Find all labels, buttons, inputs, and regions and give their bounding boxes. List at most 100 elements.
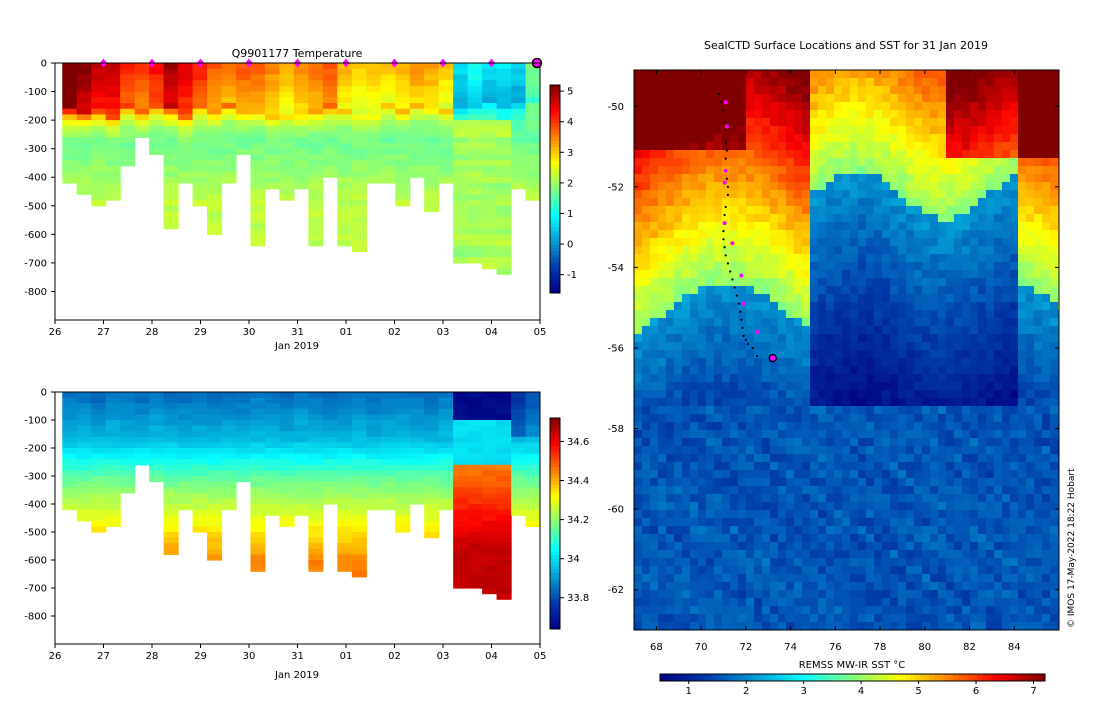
sst-cell	[1002, 446, 1011, 455]
sst-cell	[954, 294, 963, 303]
sst-cell	[970, 94, 979, 103]
profile-cell	[482, 166, 497, 172]
sst-cell	[970, 214, 979, 223]
profile-cell	[164, 403, 179, 409]
sst-cell	[994, 166, 1003, 175]
profile-cell	[526, 92, 541, 98]
profile-cell	[395, 92, 410, 98]
profile-cell	[453, 217, 468, 223]
profile-cell	[511, 510, 526, 516]
sst-cell	[706, 350, 715, 359]
profile-cell	[424, 465, 439, 471]
sst-cell	[690, 414, 699, 423]
colorbar-segment	[550, 562, 560, 566]
sst-cell	[1042, 182, 1051, 191]
profile-cell	[91, 403, 106, 409]
sst-cell	[642, 262, 651, 271]
sst-cell	[786, 166, 795, 175]
sst-cell	[674, 78, 683, 87]
sst-cell	[810, 334, 819, 343]
sst-cell	[842, 182, 851, 191]
sst-cell	[642, 174, 651, 183]
sst-cell	[898, 454, 907, 463]
profile-cell	[164, 414, 179, 420]
profile-cell	[120, 154, 135, 160]
profile-cell	[323, 403, 338, 409]
sst-cell	[882, 502, 891, 511]
profile-cell	[62, 465, 77, 471]
sst-cell	[658, 358, 667, 367]
sst-cell	[1026, 470, 1035, 479]
profile-cell	[424, 206, 439, 212]
sst-cell	[634, 262, 643, 271]
sst-cell	[938, 502, 947, 511]
sst-cell	[730, 398, 739, 407]
sst-cell	[698, 478, 707, 487]
sst-cell	[938, 270, 947, 279]
sst-cell	[1026, 414, 1035, 423]
sst-cell	[778, 486, 787, 495]
profile-cell	[439, 126, 454, 132]
profile-cell	[352, 160, 367, 166]
sst-cell	[666, 110, 675, 119]
sst-cell	[994, 182, 1003, 191]
sst-cell	[642, 190, 651, 199]
sst-cell	[978, 374, 987, 383]
profile-cell	[410, 459, 425, 465]
profile-cell	[308, 137, 323, 143]
profile-cell	[193, 504, 208, 510]
sst-cell	[826, 246, 835, 255]
sst-cell	[826, 382, 835, 391]
sst-cell	[962, 126, 971, 135]
profile-cell	[395, 126, 410, 132]
sst-cell	[1010, 126, 1019, 135]
sst-cell	[698, 382, 707, 391]
colorbar-segment	[550, 175, 560, 179]
sst-cell	[826, 182, 835, 191]
profile-cell	[453, 398, 468, 404]
sst-cell	[1018, 262, 1027, 271]
sst-cell	[1026, 182, 1035, 191]
sst-cell	[930, 502, 939, 511]
sst-cell	[850, 318, 859, 327]
profile-cell	[106, 521, 121, 527]
sst-cell	[874, 326, 883, 335]
sst-cell	[866, 182, 875, 191]
profile-cell	[424, 63, 439, 69]
sst-cell	[906, 166, 915, 175]
sst-cell	[698, 166, 707, 175]
profile-cell	[366, 465, 381, 471]
sst-cell	[706, 158, 715, 167]
sst-cell	[1018, 486, 1027, 495]
profile-cell	[308, 211, 323, 217]
sst-cell	[906, 342, 915, 351]
sst-cell	[714, 454, 723, 463]
sst-cell	[674, 222, 683, 231]
sst-cell	[962, 158, 971, 167]
sst-cell	[898, 262, 907, 271]
profile-cell	[106, 493, 121, 499]
sst-cell	[786, 110, 795, 119]
profile-cell	[135, 92, 150, 98]
sst-cell	[818, 342, 827, 351]
sst-cell	[922, 302, 931, 311]
profile-cell	[352, 137, 367, 143]
sst-cell	[1002, 286, 1011, 295]
profile-cell	[164, 154, 179, 160]
sst-cell	[738, 358, 747, 367]
sst-cell	[914, 390, 923, 399]
profile-cell	[395, 160, 410, 166]
profile-cell	[178, 120, 193, 126]
sst-cell	[874, 318, 883, 327]
sst-cell	[994, 238, 1003, 247]
sst-cell	[1002, 70, 1011, 79]
sst-cell	[986, 342, 995, 351]
profile-cell	[91, 504, 106, 510]
sst-cell	[962, 350, 971, 359]
colorbar-tick-label: 34.2	[567, 515, 589, 526]
sst-cell	[858, 254, 867, 263]
sst-cell	[954, 206, 963, 215]
profile-cell	[149, 409, 164, 415]
sst-cell	[690, 366, 699, 375]
sst-cell	[690, 510, 699, 519]
